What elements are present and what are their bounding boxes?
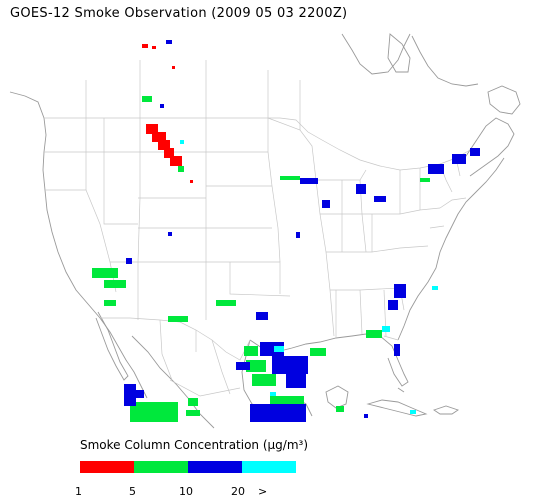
map-title: GOES-12 Smoke Observation (2009 05 03 22… bbox=[10, 6, 348, 21]
legend-title: Smoke Column Concentration (µg/m³) bbox=[80, 438, 308, 452]
legend-tick-greater: > bbox=[258, 485, 268, 498]
hispaniola bbox=[432, 405, 460, 415]
east-coast bbox=[397, 157, 505, 341]
cuba bbox=[366, 399, 428, 417]
legend-swatch-3 bbox=[188, 461, 242, 473]
legend-tick-5: 5 bbox=[129, 485, 136, 498]
coastline-west bbox=[9, 91, 148, 399]
newfoundland bbox=[487, 85, 521, 115]
legend-colorbar bbox=[80, 461, 296, 473]
us-canada-border bbox=[44, 117, 471, 171]
florida-keys bbox=[397, 387, 405, 393]
boundaries bbox=[44, 60, 471, 397]
hudson-bay bbox=[341, 33, 411, 75]
smoke-map bbox=[9, 33, 521, 429]
smoke-blue bbox=[124, 40, 480, 422]
legend-swatch-2 bbox=[134, 461, 188, 473]
canada-divisions bbox=[85, 60, 269, 118]
legend-swatch-1 bbox=[80, 461, 134, 473]
smoke-red bbox=[142, 44, 193, 183]
smoke-green bbox=[92, 96, 430, 422]
yucatan bbox=[325, 385, 349, 409]
legend-tick-10: 10 bbox=[179, 485, 193, 498]
smoke-cyan bbox=[180, 140, 438, 414]
greenland-fragment bbox=[387, 33, 411, 73]
labrador bbox=[411, 35, 479, 87]
legend-swatch-4 bbox=[242, 461, 296, 473]
legend-tick-1: 1 bbox=[75, 485, 82, 498]
legend-tick-20: 20 bbox=[231, 485, 245, 498]
baja-peninsula bbox=[95, 311, 129, 381]
maritimes bbox=[461, 117, 515, 177]
